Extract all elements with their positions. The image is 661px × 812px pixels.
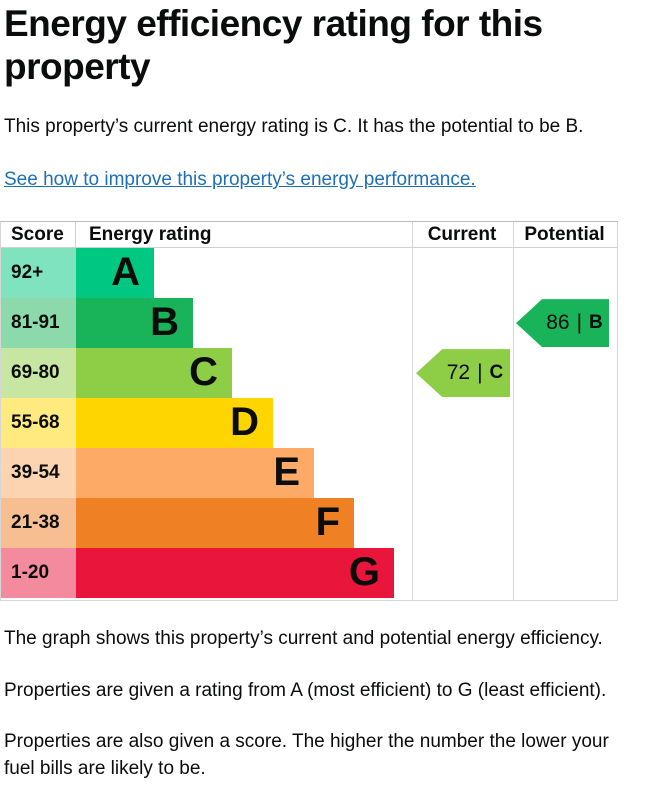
intro-text: This property’s current energy rating is…: [4, 115, 584, 137]
band-bar-a: A: [76, 248, 154, 299]
potential-column-header: Potential: [524, 224, 605, 246]
band-row-d: 55-68 D: [1, 398, 617, 449]
band-row-f: 21-38 F: [1, 498, 617, 549]
band-bar-c: C: [76, 348, 232, 399]
current-column-header: Current: [427, 224, 497, 246]
band-row-e: 39-54 E: [1, 448, 617, 499]
improve-energy-performance-link[interactable]: See how to improve this property’s energ…: [4, 169, 476, 191]
rating-explanation-text: Properties are given a rating from A (mo…: [4, 679, 607, 701]
current-score-value: 72: [446, 361, 471, 385]
chart-header-row: Score Energy rating Current Potential: [1, 222, 617, 249]
band-bar-d: D: [76, 398, 273, 449]
score-range-g: 1-20: [1, 548, 76, 599]
band-row-b: 81-91 B: [1, 298, 617, 349]
score-range-e: 39-54: [1, 448, 76, 499]
band-bar-e: E: [76, 448, 314, 499]
score-explanation-text: Properties are also given a score. The h…: [4, 731, 609, 779]
potential-score-value: 86: [546, 311, 570, 335]
score-range-c: 69-80: [1, 348, 76, 399]
potential-band-letter: B: [589, 312, 603, 334]
band-bar-g: G: [76, 548, 394, 599]
energy-rating-column-header: Energy rating: [89, 224, 212, 246]
score-range-b: 81-91: [1, 298, 76, 349]
band-row-c: 69-80 C: [1, 348, 617, 399]
score-range-f: 21-38: [1, 498, 76, 549]
score-range-a: 92+: [1, 248, 76, 299]
band-row-a: 92+ A: [1, 248, 617, 299]
graph-description-text: The graph shows this property’s current …: [4, 628, 603, 650]
band-bar-f: F: [76, 498, 354, 549]
page-title: Energy efficiency rating for this proper…: [4, 3, 543, 88]
potential-divider: |: [576, 311, 583, 335]
current-column-divider: [412, 222, 413, 601]
improve-link-row: See how to improve this property’s energ…: [0, 169, 661, 191]
band-bar-b: B: [76, 298, 193, 349]
band-row-g: 1-20 G: [1, 548, 617, 599]
potential-column-divider: [513, 222, 514, 601]
score-range-d: 55-68: [1, 398, 76, 449]
energy-rating-chart: Score Energy rating Current Potential 92…: [0, 221, 618, 602]
current-divider: |: [477, 361, 483, 385]
score-column-header: Score: [1, 222, 76, 248]
current-band-letter: C: [489, 362, 504, 384]
